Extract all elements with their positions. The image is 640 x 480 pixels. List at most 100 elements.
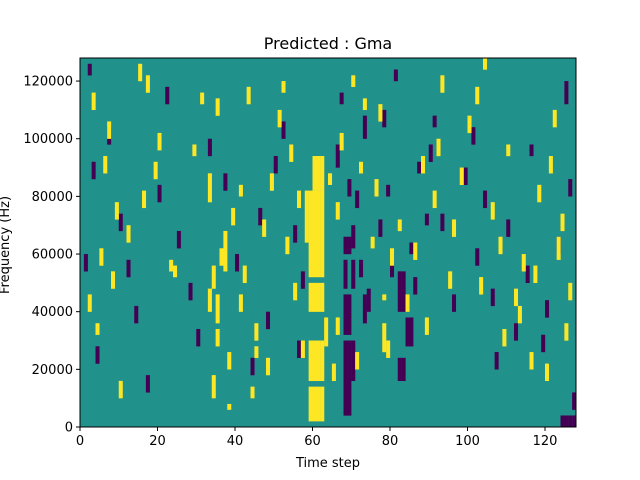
heatmap-cell-low: [343, 340, 348, 382]
heatmap-cell-high: [300, 340, 305, 358]
heatmap-cell-low: [568, 415, 573, 428]
heatmap-cell-high: [397, 219, 402, 232]
chart-title: Predicted : Gma: [264, 34, 392, 53]
heatmap-cell-high: [517, 305, 522, 324]
heatmap-cell-low: [273, 156, 278, 174]
heatmap-cell-low: [176, 230, 181, 249]
heatmap-cell-high: [227, 403, 232, 410]
heatmap-cell-high: [312, 190, 317, 243]
heatmap-cell-high: [103, 156, 108, 174]
heatmap-cell-high: [320, 242, 325, 278]
heatmap-cell-low: [572, 392, 577, 410]
heatmap-cell-low: [560, 415, 565, 428]
heatmap-cell-high: [386, 340, 391, 358]
heatmap-cell-high: [153, 161, 158, 180]
heatmap-cell-low: [293, 225, 298, 243]
heatmap-cells: [83, 58, 577, 428]
heatmap-cell-low: [401, 357, 406, 382]
heatmap-cell-low: [568, 179, 573, 197]
heatmap-cell-high: [483, 58, 488, 70]
heatmap-cell-high: [308, 340, 313, 382]
heatmap-cell-high: [440, 75, 445, 93]
heatmap-cell-low: [266, 311, 271, 330]
heatmap-cell-low: [475, 248, 480, 266]
heatmap-cell-low: [118, 213, 123, 232]
heatmap-cell-low: [440, 213, 445, 232]
heatmap-cell-high: [99, 248, 104, 266]
heatmap-cell-high: [308, 386, 313, 422]
heatmap-cell-high: [312, 282, 317, 312]
heatmap-cell-low: [366, 288, 371, 312]
heatmap-cell-high: [215, 294, 220, 324]
heatmap-cell-low: [409, 317, 414, 347]
heatmap-cell-high: [312, 242, 317, 278]
heatmap-cell-high: [556, 236, 561, 260]
heatmap-cell-high: [339, 132, 344, 151]
heatmap-cell-high: [521, 254, 526, 272]
heatmap-cell-high: [413, 242, 418, 260]
heatmap-cell-low: [343, 236, 348, 255]
heatmap-cell-high: [467, 115, 472, 134]
heatmap-cell-high: [548, 156, 553, 174]
heatmap-cell-low: [525, 265, 530, 284]
heatmap-cell-low: [471, 127, 476, 145]
heatmap-cell-high: [316, 340, 321, 382]
heatmap-cell-high: [328, 173, 333, 185]
heatmap-cell-low: [347, 236, 352, 255]
heatmap-cell-high: [320, 156, 325, 191]
heatmap-cell-high: [111, 271, 116, 289]
heatmap-cell-low: [343, 259, 348, 289]
heatmap-cell-high: [432, 190, 437, 209]
heatmap-cell-low: [506, 219, 511, 237]
heatmap-cell-low: [347, 380, 352, 416]
heatmap-cell-high: [223, 230, 228, 272]
heatmap-cell-high: [215, 98, 220, 116]
heatmap-cell-high: [107, 121, 112, 139]
heatmap-cell-low: [188, 282, 193, 301]
heatmap-cell-low: [297, 340, 302, 358]
y-tick-label: 20000: [32, 363, 73, 378]
heatmap-cell-high: [266, 357, 271, 376]
heatmap-cell-low: [424, 213, 429, 226]
heatmap-cell-high: [498, 236, 503, 255]
heatmap-cell-high: [207, 288, 212, 312]
heatmap-cell-high: [320, 340, 325, 382]
heatmap-cell-high: [297, 190, 302, 209]
heatmap-cell-low: [397, 271, 402, 312]
heatmap-cell-high: [382, 294, 387, 301]
heatmap-cell-high: [452, 219, 457, 237]
heatmap-cell-high: [207, 173, 212, 203]
heatmap-cell-low: [529, 144, 534, 157]
heatmap-cell-high: [424, 317, 429, 335]
heatmap-cell-high: [506, 144, 511, 157]
heatmap-cell-high: [192, 144, 197, 157]
heatmap-cell-high: [335, 317, 340, 335]
heatmap-cell-low: [382, 109, 387, 128]
heatmap-cell-low: [343, 380, 348, 416]
heatmap-cell-low: [393, 69, 398, 82]
heatmap-cell-high: [312, 386, 317, 422]
x-tick-label: 80: [382, 434, 399, 449]
heatmap-cell-high: [324, 317, 329, 347]
heatmap-cell-high: [200, 92, 205, 105]
heatmap-cell-low: [343, 294, 348, 335]
heatmap-cell-low: [339, 92, 344, 105]
heatmap-cell-low: [157, 184, 162, 203]
heatmap-cell-high: [568, 282, 573, 301]
heatmap-cell-low: [401, 271, 406, 312]
heatmap-cell-high: [312, 340, 317, 382]
heatmap-cell-high: [169, 259, 174, 272]
y-tick-label: 80000: [32, 190, 73, 205]
heatmap-cell-low: [207, 138, 212, 157]
heatmap-cell-high: [382, 323, 387, 353]
heatmap-cell-high: [254, 346, 259, 358]
heatmap-cell-high: [331, 363, 336, 382]
heatmap-cell-high: [459, 167, 464, 185]
heatmap-cell-high: [545, 363, 550, 382]
heatmap-cell-low: [378, 219, 383, 237]
heatmap-cell-high: [293, 282, 298, 301]
heatmap-cell-high: [552, 109, 557, 128]
heatmap-cell-high: [560, 213, 565, 232]
heatmap-cell-high: [87, 294, 92, 312]
heatmap-cell-high: [316, 386, 321, 422]
